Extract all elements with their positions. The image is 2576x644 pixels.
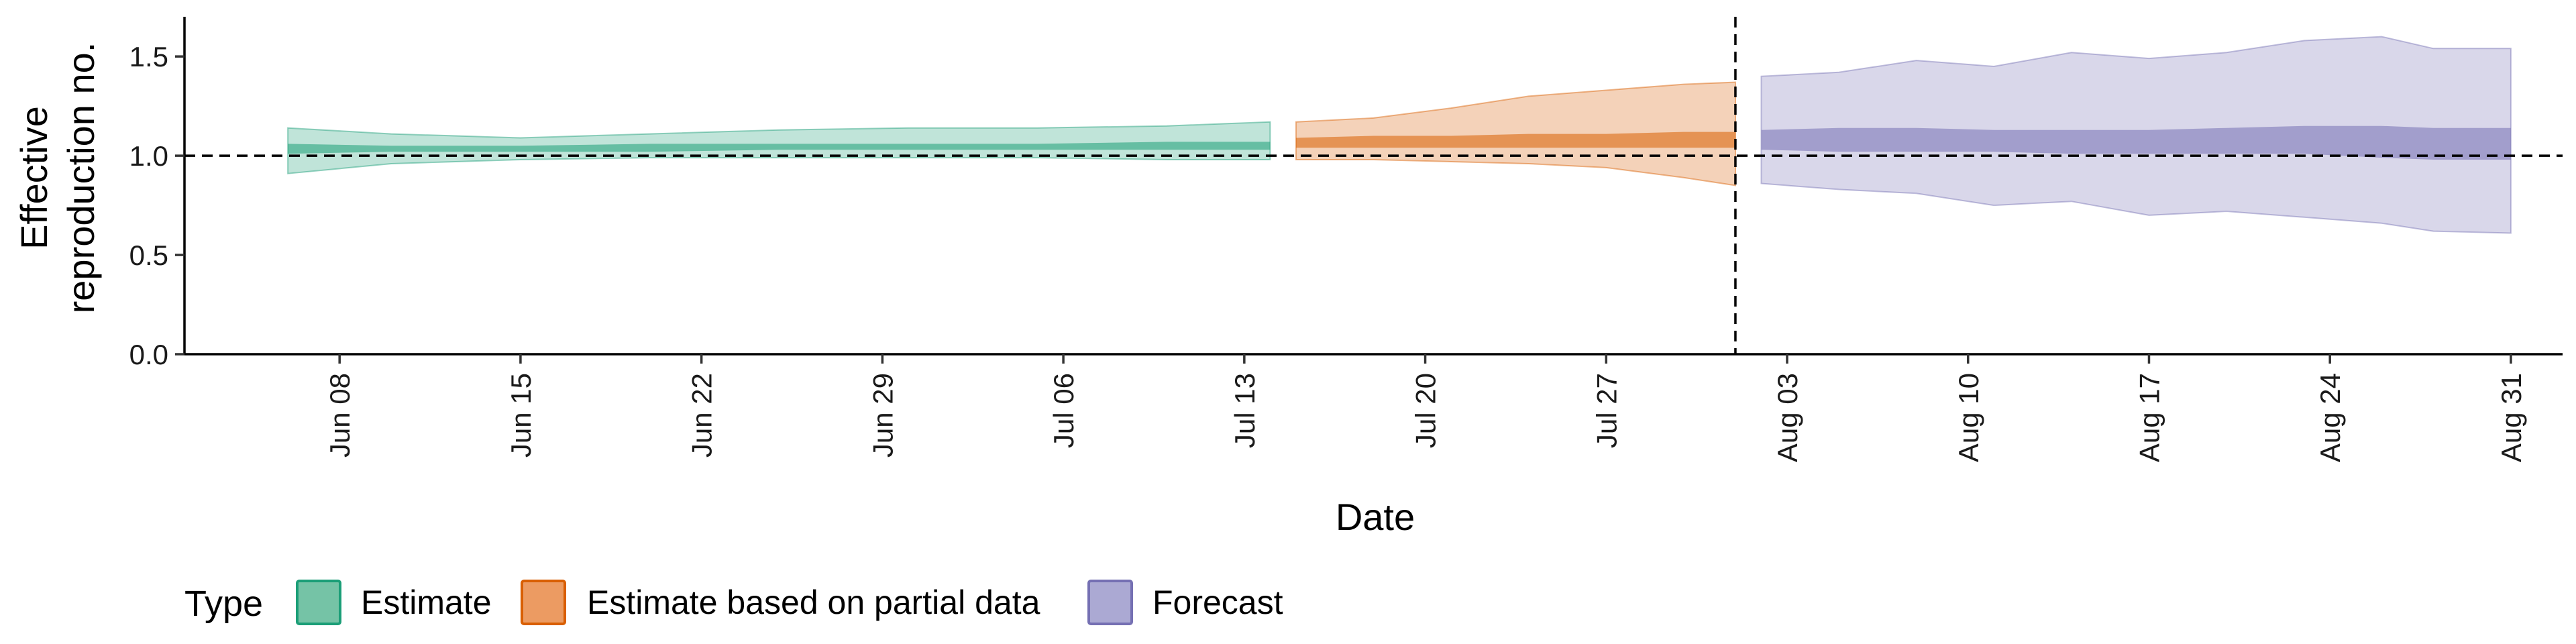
legend-swatch-forecast <box>1087 580 1133 625</box>
y-tick-label: 1.0 <box>129 140 168 172</box>
x-ticks: Jun 08 Jun 15 Jun 22 Jun 29 Jul 06 Jul 13 Jul … <box>324 354 2527 462</box>
x-tick-label: Jun 22 <box>686 373 718 458</box>
x-axis-title: Date <box>1336 496 1415 538</box>
y-axis-title-line-2: reproduction no. <box>60 42 102 314</box>
legend-swatch-partial <box>521 580 566 625</box>
y-tick-label: 0.5 <box>129 239 168 271</box>
x-tick-label: Jul 20 <box>1410 373 1442 448</box>
legend-title: Type <box>184 584 263 624</box>
y-ticks: 0.0 0.5 1.0 1.5 <box>129 41 184 370</box>
y-axis-title-line-1: Effective <box>13 106 55 250</box>
x-tick-label: Aug 31 <box>2496 373 2527 462</box>
legend-label-estimate: Estimate <box>361 584 492 621</box>
x-tick-label: Jul 06 <box>1048 373 1079 448</box>
x-tick-label: Jul 13 <box>1229 373 1260 448</box>
band-50-forecast <box>1761 125 2511 160</box>
band-50-estimate <box>288 142 1271 154</box>
x-tick-label: Jun 29 <box>867 373 898 458</box>
band-90-estimate-based-on-partial-data <box>1295 81 1736 186</box>
band-50-estimate-based-on-partial-data <box>1295 131 1735 148</box>
y-tick-label: 0.0 <box>129 339 168 370</box>
x-tick-label: Aug 03 <box>1772 373 1803 462</box>
axes-layer <box>183 17 2563 356</box>
legend-label-partial: Estimate based on partial data <box>587 584 1040 621</box>
legend: Type Estimate Estimate based on partial … <box>184 580 1283 625</box>
y-tick-label: 1.5 <box>129 41 168 72</box>
x-tick-label: Aug 24 <box>2314 373 2346 462</box>
x-tick-label: Aug 17 <box>2134 373 2165 462</box>
legend-label-forecast: Forecast <box>1152 584 1283 621</box>
legend-swatch-estimate <box>296 580 341 625</box>
x-tick-label: Jun 08 <box>324 373 356 458</box>
x-tick-label: Jul 27 <box>1591 373 1622 448</box>
x-tick-label: Aug 10 <box>1953 373 1984 462</box>
bands-layer <box>287 36 2512 234</box>
x-tick-label: Jun 15 <box>505 373 537 458</box>
